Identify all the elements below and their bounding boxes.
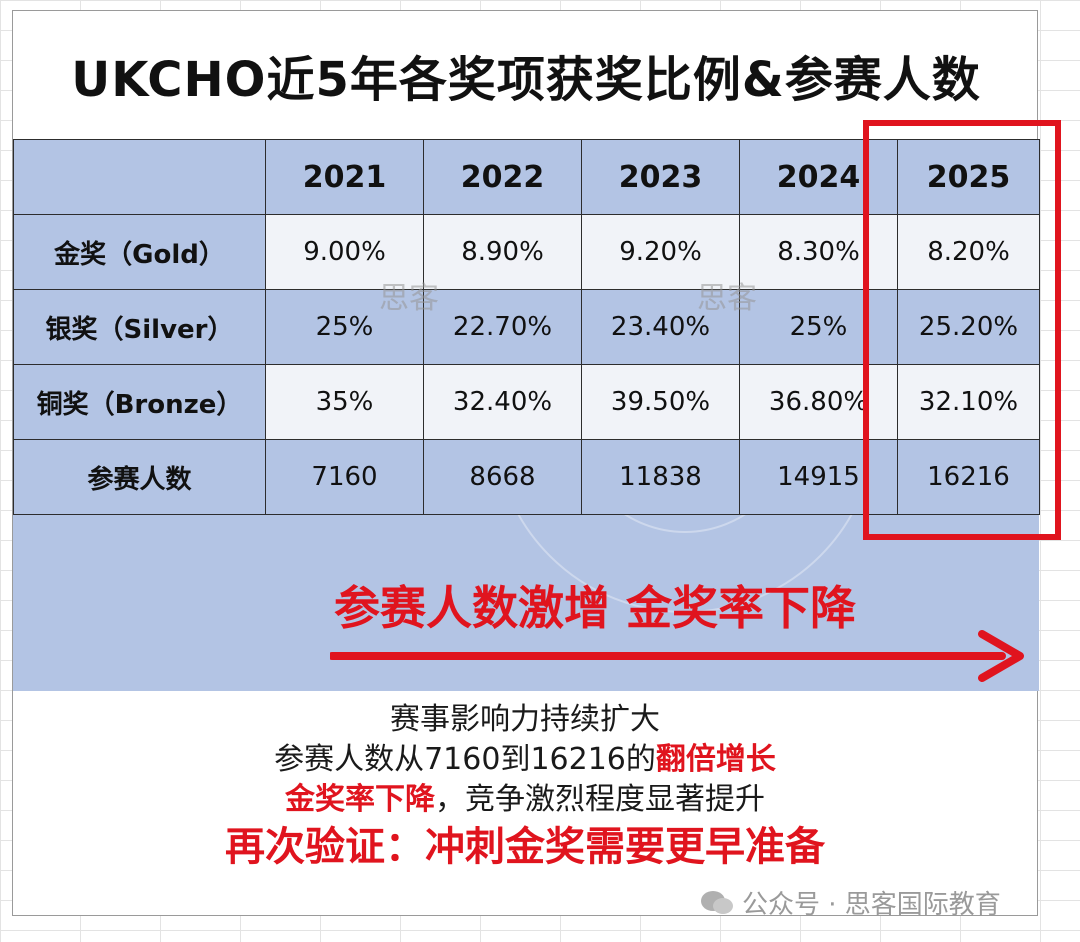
table-cell: 25.20% [897, 289, 1040, 365]
table-cell: 8668 [423, 439, 582, 515]
table-cell: 8.30% [739, 214, 898, 290]
table-cell: 8.20% [897, 214, 1040, 290]
table-cell: 36.80% [739, 364, 898, 440]
table-row-silver: 银奖（Silver） 25% 22.70% 23.40% 25% 25.20% [13, 289, 1040, 365]
page-title: UKCHO近5年各奖项获奖比例&参赛人数 [71, 52, 981, 108]
table-cell: 22.70% [423, 289, 582, 365]
year-header: 2021 [265, 139, 424, 215]
wechat-footer: 公众号 · 思客国际教育 [700, 884, 1001, 921]
year-header: 2023 [581, 139, 740, 215]
table-row-gold: 金奖（Gold） 9.00% 8.90% 9.20% 8.30% 8.20% [13, 214, 1040, 290]
header-row: 2021 2022 2023 2024 2025 [13, 139, 1040, 215]
watermark-text: 思客 [379, 281, 439, 316]
year-header: 2024 [739, 139, 898, 215]
summary-line: 金奖率下降，竞争激烈程度显著提升 [12, 780, 1038, 820]
conclusion-text: 再次验证：冲刺金奖需要更早准备 [225, 824, 825, 870]
row-label: 铜奖（Bronze） [13, 364, 266, 440]
table-row-bronze: 铜奖（Bronze） 35% 32.40% 39.50% 36.80% 32.1… [13, 364, 1040, 440]
row-label: 参赛人数 [13, 439, 266, 515]
table-cell: 32.10% [897, 364, 1040, 440]
summary-block: 赛事影响力持续扩大 参赛人数从7160到16216的翻倍增长 金奖率下降，竞争激… [12, 700, 1038, 874]
summary-text: ，竞争激烈程度显著提升 [435, 782, 765, 817]
row-label: 金奖（Gold） [13, 214, 266, 290]
corner-cell [13, 139, 266, 215]
year-header: 2025 [897, 139, 1040, 215]
table-cell: 14915 [739, 439, 898, 515]
table-cell: 25% [739, 289, 898, 365]
summary-line: 赛事影响力持续扩大 [390, 702, 660, 737]
table-cell: 23.40% [581, 289, 740, 365]
table-cell: 11838 [581, 439, 740, 515]
table-cell: 35% [265, 364, 424, 440]
table-cell: 9.20% [581, 214, 740, 290]
summary-highlight: 翻倍增长 [655, 742, 776, 777]
headline-text: 参赛人数激增 金奖率下降 [334, 581, 857, 635]
table-cell: 39.50% [581, 364, 740, 440]
table-cell: 16216 [897, 439, 1040, 515]
table-cell: 9.00% [265, 214, 424, 290]
watermark-text: 思客 [697, 281, 757, 316]
summary-highlight: 金奖率下降 [285, 782, 435, 817]
row-label: 银奖（Silver） [13, 289, 266, 365]
table-row-participants: 参赛人数 7160 8668 11838 14915 16216 [13, 439, 1040, 515]
year-header: 2022 [423, 139, 582, 215]
summary-text: 参赛人数从7160到16216的 [274, 742, 656, 777]
arrow-right-icon [330, 630, 1024, 682]
highlight-box-2025 [863, 120, 1061, 540]
wechat-icon [701, 890, 733, 914]
table-cell: 7160 [265, 439, 424, 515]
table-cell: 32.40% [423, 364, 582, 440]
awards-table: 2021 2022 2023 2024 2025 金奖（Gold） 9.00% … [13, 139, 1040, 515]
footer-text: 公众号 · 思客国际教育 [742, 890, 1001, 920]
table-cell: 8.90% [423, 214, 582, 290]
summary-line: 参赛人数从7160到16216的翻倍增长 [12, 740, 1038, 780]
